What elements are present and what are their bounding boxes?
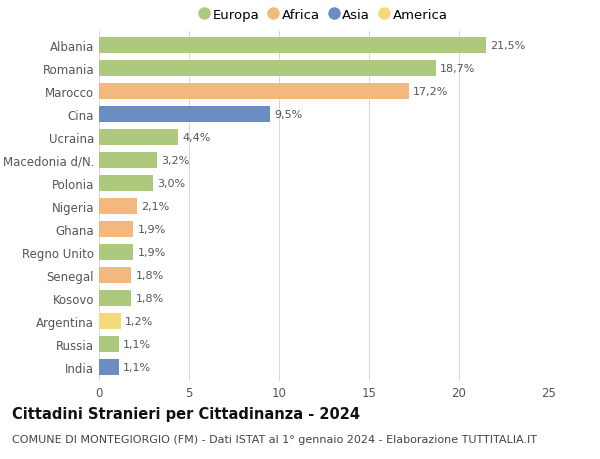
Text: 18,7%: 18,7%	[440, 64, 475, 74]
Legend: Europa, Africa, Asia, America: Europa, Africa, Asia, America	[200, 9, 448, 22]
Bar	[99, 336, 119, 353]
Bar	[99, 244, 133, 261]
Text: 1,8%: 1,8%	[136, 293, 164, 303]
Text: 4,4%: 4,4%	[182, 133, 211, 143]
Bar	[99, 129, 178, 146]
Bar	[99, 359, 119, 375]
Text: 2,1%: 2,1%	[142, 202, 170, 212]
Text: 1,1%: 1,1%	[124, 339, 151, 349]
Text: Cittadini Stranieri per Cittadinanza - 2024: Cittadini Stranieri per Cittadinanza - 2…	[12, 406, 360, 421]
Text: 9,5%: 9,5%	[275, 110, 303, 120]
Text: 1,9%: 1,9%	[138, 224, 166, 235]
Bar	[99, 221, 133, 238]
Bar	[99, 290, 131, 307]
Text: 21,5%: 21,5%	[491, 41, 526, 51]
Text: 1,9%: 1,9%	[138, 247, 166, 257]
Bar	[99, 267, 131, 284]
Bar	[99, 84, 409, 100]
Bar	[99, 61, 436, 77]
Text: 17,2%: 17,2%	[413, 87, 448, 97]
Bar	[99, 38, 486, 54]
Bar	[99, 198, 137, 215]
Bar	[99, 313, 121, 330]
Bar	[99, 106, 270, 123]
Text: 1,8%: 1,8%	[136, 270, 164, 280]
Bar	[99, 152, 157, 169]
Text: 1,1%: 1,1%	[124, 362, 151, 372]
Bar	[99, 175, 153, 192]
Text: COMUNE DI MONTEGIORGIO (FM) - Dati ISTAT al 1° gennaio 2024 - Elaborazione TUTTI: COMUNE DI MONTEGIORGIO (FM) - Dati ISTAT…	[12, 434, 537, 444]
Text: 3,0%: 3,0%	[157, 179, 185, 189]
Text: 1,2%: 1,2%	[125, 316, 154, 326]
Text: 3,2%: 3,2%	[161, 156, 190, 166]
